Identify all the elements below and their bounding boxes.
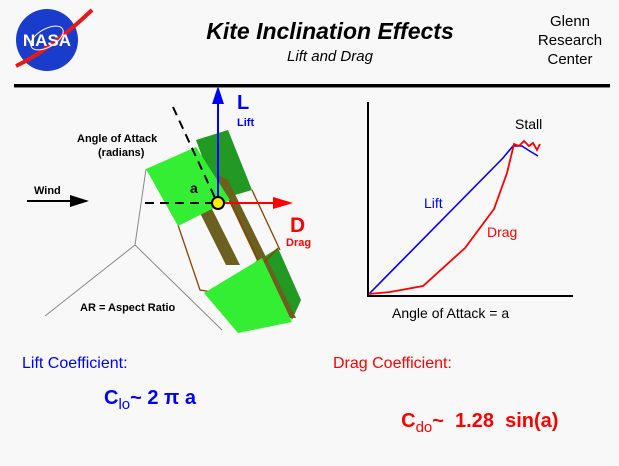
svg-text:Wind: Wind: [34, 185, 61, 197]
lift-curve: [368, 145, 539, 295]
kite-cell-light: [204, 258, 292, 333]
page-title: Kite Inclination Effects: [206, 18, 454, 44]
wind-arrowhead-icon: [70, 195, 89, 207]
header-divider: [14, 84, 610, 88]
lift-arrowhead-icon: [212, 86, 224, 104]
lift-series-label: Lift: [424, 195, 443, 211]
chord-line: [172, 106, 217, 201]
chart-x-label: Angle of Attack = a: [392, 305, 509, 321]
kite-cell-dark: [262, 248, 301, 320]
lift-coefficient-formula: Clo~ 2 π a: [104, 387, 197, 413]
lift-coefficient-label: Lift Coefficient:: [22, 355, 128, 372]
drag-coefficient-label: Drag Coefficient:: [333, 355, 452, 372]
kite-frame: [251, 189, 281, 251]
center-name: Glenn Research Center: [537, 13, 603, 68]
kite-keel: [216, 174, 296, 318]
svg-text:L: L: [237, 92, 249, 114]
svg-text:Drag: Drag: [286, 237, 311, 249]
pivot-point-icon: [211, 196, 225, 210]
bridle-line: [134, 244, 223, 331]
svg-text:NASA: NASA: [23, 31, 71, 50]
drag-coefficient-formula: Cdo~ 1.28 sin(a): [401, 410, 559, 436]
drag-series-label: Drag: [487, 224, 517, 240]
kite-keel: [196, 205, 240, 265]
nasa-logo: NASA: [15, 8, 94, 71]
kite-cell-light: [146, 147, 230, 226]
svg-text:AR = Aspect Ratio: AR = Aspect Ratio: [80, 302, 176, 314]
svg-text:(radians): (radians): [98, 147, 145, 159]
svg-text:Lift: Lift: [237, 117, 254, 129]
svg-text:a: a: [190, 180, 198, 196]
drag-curve: [368, 139, 541, 295]
svg-text:D: D: [290, 214, 305, 237]
drag-arrowhead-icon: [273, 197, 293, 209]
kite-cell-dark: [196, 130, 252, 200]
stall-annotation: Stall: [515, 116, 542, 132]
page-subtitle: Lift and Drag: [287, 48, 373, 65]
svg-text:Angle of Attack: Angle of Attack: [77, 133, 158, 145]
